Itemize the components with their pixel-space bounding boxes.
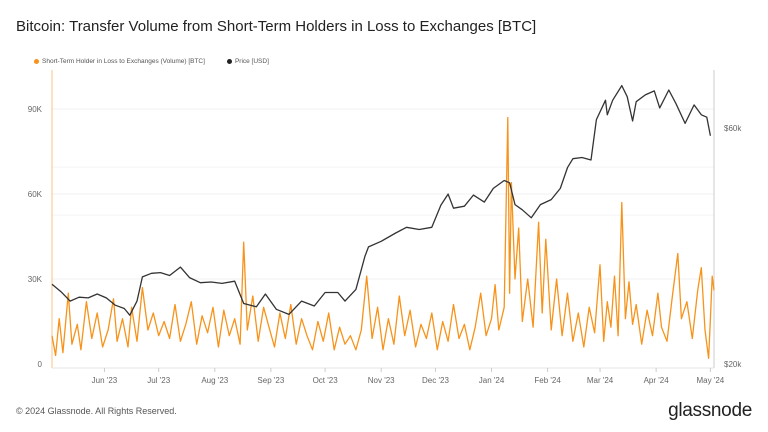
legend-swatch [34,58,39,64]
y-right-tick-label: $20k [724,360,742,369]
x-tick-label: Sep '23 [257,376,284,385]
x-tick-label: Oct '23 [313,376,339,385]
legend-swatch [226,58,232,64]
legend-item-volume[interactable]: Short-Term Holder in Loss to Exchanges (… [34,58,205,65]
x-tick-label: May '24 [696,376,724,385]
y-right-tick-label: $60k [724,124,742,133]
y-left-tick-label: 60K [28,190,43,199]
y-left-tick-label: 30K [28,275,43,284]
glassnode-logo: glassnode [668,400,752,421]
y-left-tick-label: 90K [28,105,43,114]
x-tick-label: Jun '23 [92,376,118,385]
legend: Short-Term Holder in Loss to Exchanges (… [34,58,269,65]
price-series-line [51,84,712,316]
chart-title: Bitcoin: Transfer Volume from Short-Term… [16,18,537,35]
copyright: © 2024 Glassnode. All Rights Reserved. [16,406,177,416]
y-left-tick-label: 0 [38,360,43,369]
x-tick-label: Aug '23 [201,376,228,385]
x-tick-label: Feb '24 [534,376,561,385]
volume-series-line [51,116,715,359]
x-tick-label: Mar '24 [587,376,614,385]
x-tick-label: Jan '24 [479,376,505,385]
x-tick-label: Nov '23 [368,376,395,385]
x-tick-label: Jul '23 [147,376,170,385]
legend-item-price[interactable]: Price [USD] [226,58,269,65]
x-tick-label: Dec '23 [422,376,449,385]
x-tick-label: Apr '24 [644,376,670,385]
